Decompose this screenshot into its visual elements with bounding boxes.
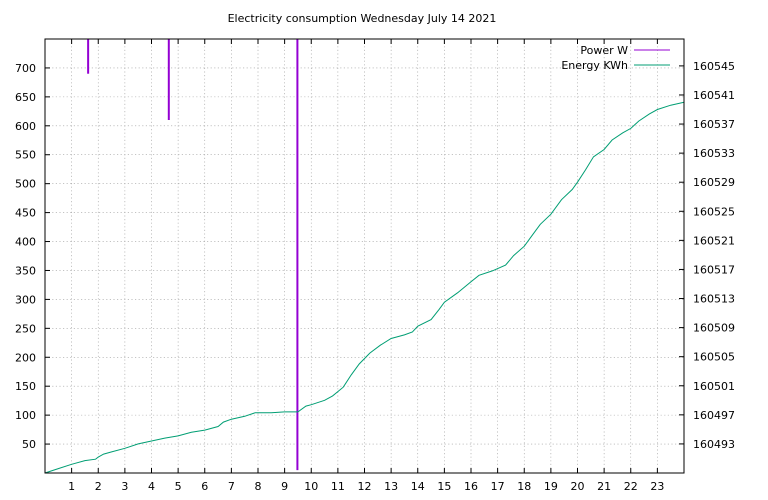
x-tick-label: 12: [358, 480, 372, 493]
x-tick-label: 11: [331, 480, 345, 493]
y2-tick-label: 160529: [693, 176, 735, 189]
y-tick-label: 100: [15, 409, 36, 422]
y2-tick-label: 160517: [693, 263, 735, 276]
plot-series: [44, 39, 685, 474]
axis-ticks: 1 2 3 4 5 6 7 8 9 10 11 12 13 14 15 16 17 18 19 20 21 22 23501…: [15, 39, 735, 493]
x-tick-label: 8: [255, 480, 262, 493]
x-tick-label: 20: [571, 480, 585, 493]
y-tick-label: 200: [15, 351, 36, 364]
x-tick-label: 4: [148, 480, 155, 493]
x-tick-label: 13: [384, 480, 398, 493]
x-tick-label: 9: [281, 480, 288, 493]
x-tick-label: 2: [95, 480, 102, 493]
y-tick-label: 650: [15, 91, 36, 104]
y-tick-label: 350: [15, 264, 36, 277]
y2-tick-label: 160521: [693, 234, 735, 247]
x-tick-label: 23: [650, 480, 664, 493]
x-tick-label: 10: [304, 480, 318, 493]
y-tick-label: 50: [22, 438, 36, 451]
y2-tick-label: 160493: [693, 438, 735, 451]
y2-tick-label: 160509: [693, 322, 735, 335]
x-tick-label: 5: [175, 480, 182, 493]
x-tick-label: 22: [624, 480, 638, 493]
y-tick-label: 600: [15, 120, 36, 133]
y2-tick-label: 160541: [693, 89, 735, 102]
y-tick-label: 550: [15, 149, 36, 162]
grid: [45, 39, 684, 473]
y2-tick-label: 160513: [693, 293, 735, 306]
legend: Power W Energy KWh: [561, 44, 670, 72]
x-tick-label: 18: [517, 480, 531, 493]
energy-line: [44, 101, 685, 474]
y-tick-label: 700: [15, 62, 36, 75]
x-tick-label: 15: [437, 480, 451, 493]
y-tick-label: 250: [15, 322, 36, 335]
y2-tick-label: 160537: [693, 118, 735, 131]
chart-title: Electricity consumption Wednesday July 1…: [228, 12, 497, 25]
y-tick-label: 500: [15, 178, 36, 191]
legend-label: Energy KWh: [561, 59, 628, 72]
x-tick-label: 14: [411, 480, 425, 493]
legend-label: Power W: [580, 44, 628, 57]
x-tick-label: 6: [201, 480, 208, 493]
y2-tick-label: 160533: [693, 147, 735, 160]
y2-tick-label: 160525: [693, 205, 735, 218]
y2-tick-label: 160545: [693, 60, 735, 73]
y2-tick-label: 160505: [693, 351, 735, 364]
x-tick-label: 16: [464, 480, 478, 493]
x-tick-label: 3: [121, 480, 128, 493]
x-tick-label: 17: [491, 480, 505, 493]
x-tick-label: 1: [68, 480, 75, 493]
y-tick-label: 400: [15, 236, 36, 249]
y-tick-label: 150: [15, 380, 36, 393]
y-tick-label: 450: [15, 207, 36, 220]
y2-tick-label: 160501: [693, 380, 735, 393]
x-tick-label: 19: [544, 480, 558, 493]
y2-tick-label: 160497: [693, 409, 735, 422]
x-tick-label: 21: [597, 480, 611, 493]
x-tick-label: 7: [228, 480, 235, 493]
y-tick-label: 300: [15, 293, 36, 306]
